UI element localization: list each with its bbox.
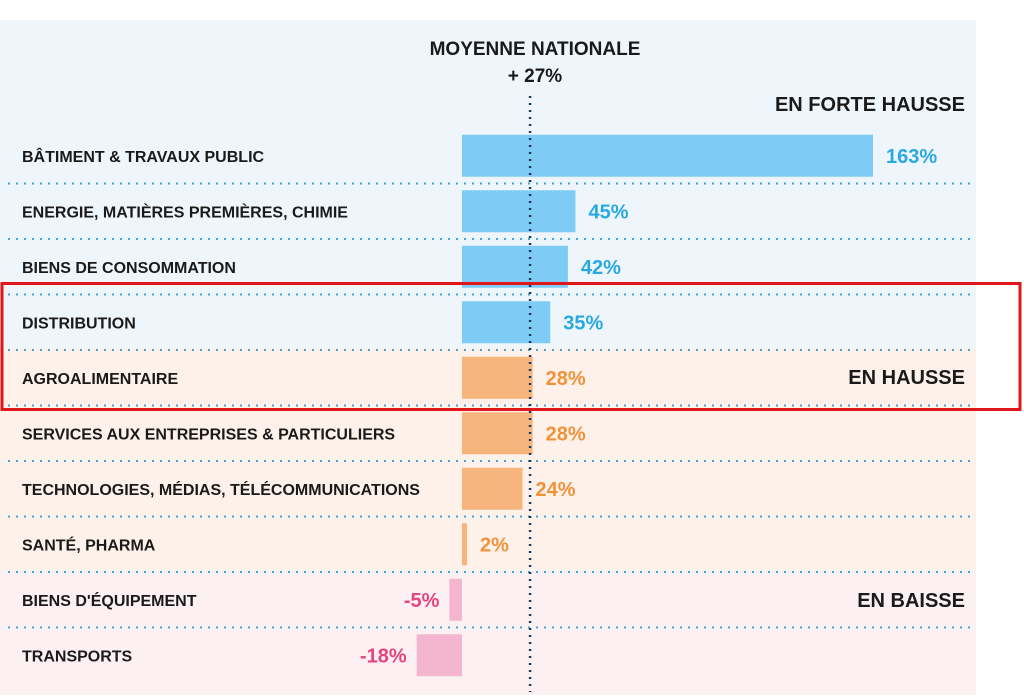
value-labels: 163% 45% 42% 35% 28% 28% 24% 2% -5% -18%	[360, 146, 937, 668]
value-label: 28%	[546, 368, 586, 390]
category-label: DISTRIBUTION	[22, 315, 136, 332]
category-label: TECHNOLOGIES, MÉDIAS, TÉLÉCOMMUNICATIONS	[22, 480, 420, 499]
group-label-en-hausse: EN HAUSSE	[848, 367, 965, 389]
value-label: 24%	[536, 479, 576, 501]
bar-batiment-travaux-public	[462, 134, 873, 177]
value-label: -18%	[360, 645, 407, 667]
bar-distribution	[462, 301, 551, 344]
category-label: SANTÉ, PHARMA	[22, 535, 156, 554]
value-label: 2%	[480, 534, 509, 556]
value-label: 45%	[588, 201, 628, 223]
bars	[416, 134, 873, 677]
category-label: BÂTIMENT & TRAVAUX PUBLIC	[22, 147, 265, 166]
average-value-label: + 27%	[508, 66, 563, 87]
group-label-en-baisse: EN BAISSE	[857, 590, 965, 612]
highlight-rectangle	[0, 282, 1022, 411]
category-labels: BÂTIMENT & TRAVAUX PUBLIC ENERGIE, MATIÈR…	[22, 147, 420, 666]
bar-technologies-medias-telecommunications	[462, 467, 523, 510]
category-label: ENERGIE, MATIÈRES PREMIÈRES, CHIMIE	[22, 202, 348, 221]
bar-biens-de-consommation	[462, 245, 568, 288]
group-labels: EN FORTE HAUSSE EN HAUSSE EN BAISSE	[775, 94, 965, 612]
category-label: AGROALIMENTAIRE	[22, 371, 178, 388]
band-en-baisse	[0, 570, 976, 695]
category-label: TRANSPORTS	[22, 648, 133, 665]
value-label: 35%	[563, 312, 603, 334]
value-label: 163%	[886, 146, 937, 168]
bar-energie-matieres-premieres-chimie	[462, 190, 576, 233]
bar-services-aux-entreprises-particuliers	[462, 412, 533, 455]
category-label: SERVICES AUX ENTREPRISES & PARTICULIERS	[22, 426, 395, 443]
value-label: 28%	[546, 423, 586, 445]
bar-agroalimentaire	[462, 356, 533, 399]
bar-transports	[416, 634, 462, 677]
value-label: 42%	[581, 257, 621, 279]
category-label: BIENS D'ÉQUIPEMENT	[22, 591, 197, 610]
bar-biens-d-equipement	[449, 578, 462, 621]
average-title: MOYENNE NATIONALE	[430, 39, 641, 60]
row-dividers	[8, 182, 970, 629]
category-label: BIENS DE CONSOMMATION	[22, 260, 236, 277]
value-label: -5%	[404, 590, 440, 612]
highlight-box	[0, 282, 1022, 411]
group-label-en-forte-hausse: EN FORTE HAUSSE	[775, 94, 965, 116]
bar-sante-pharma	[462, 523, 468, 566]
